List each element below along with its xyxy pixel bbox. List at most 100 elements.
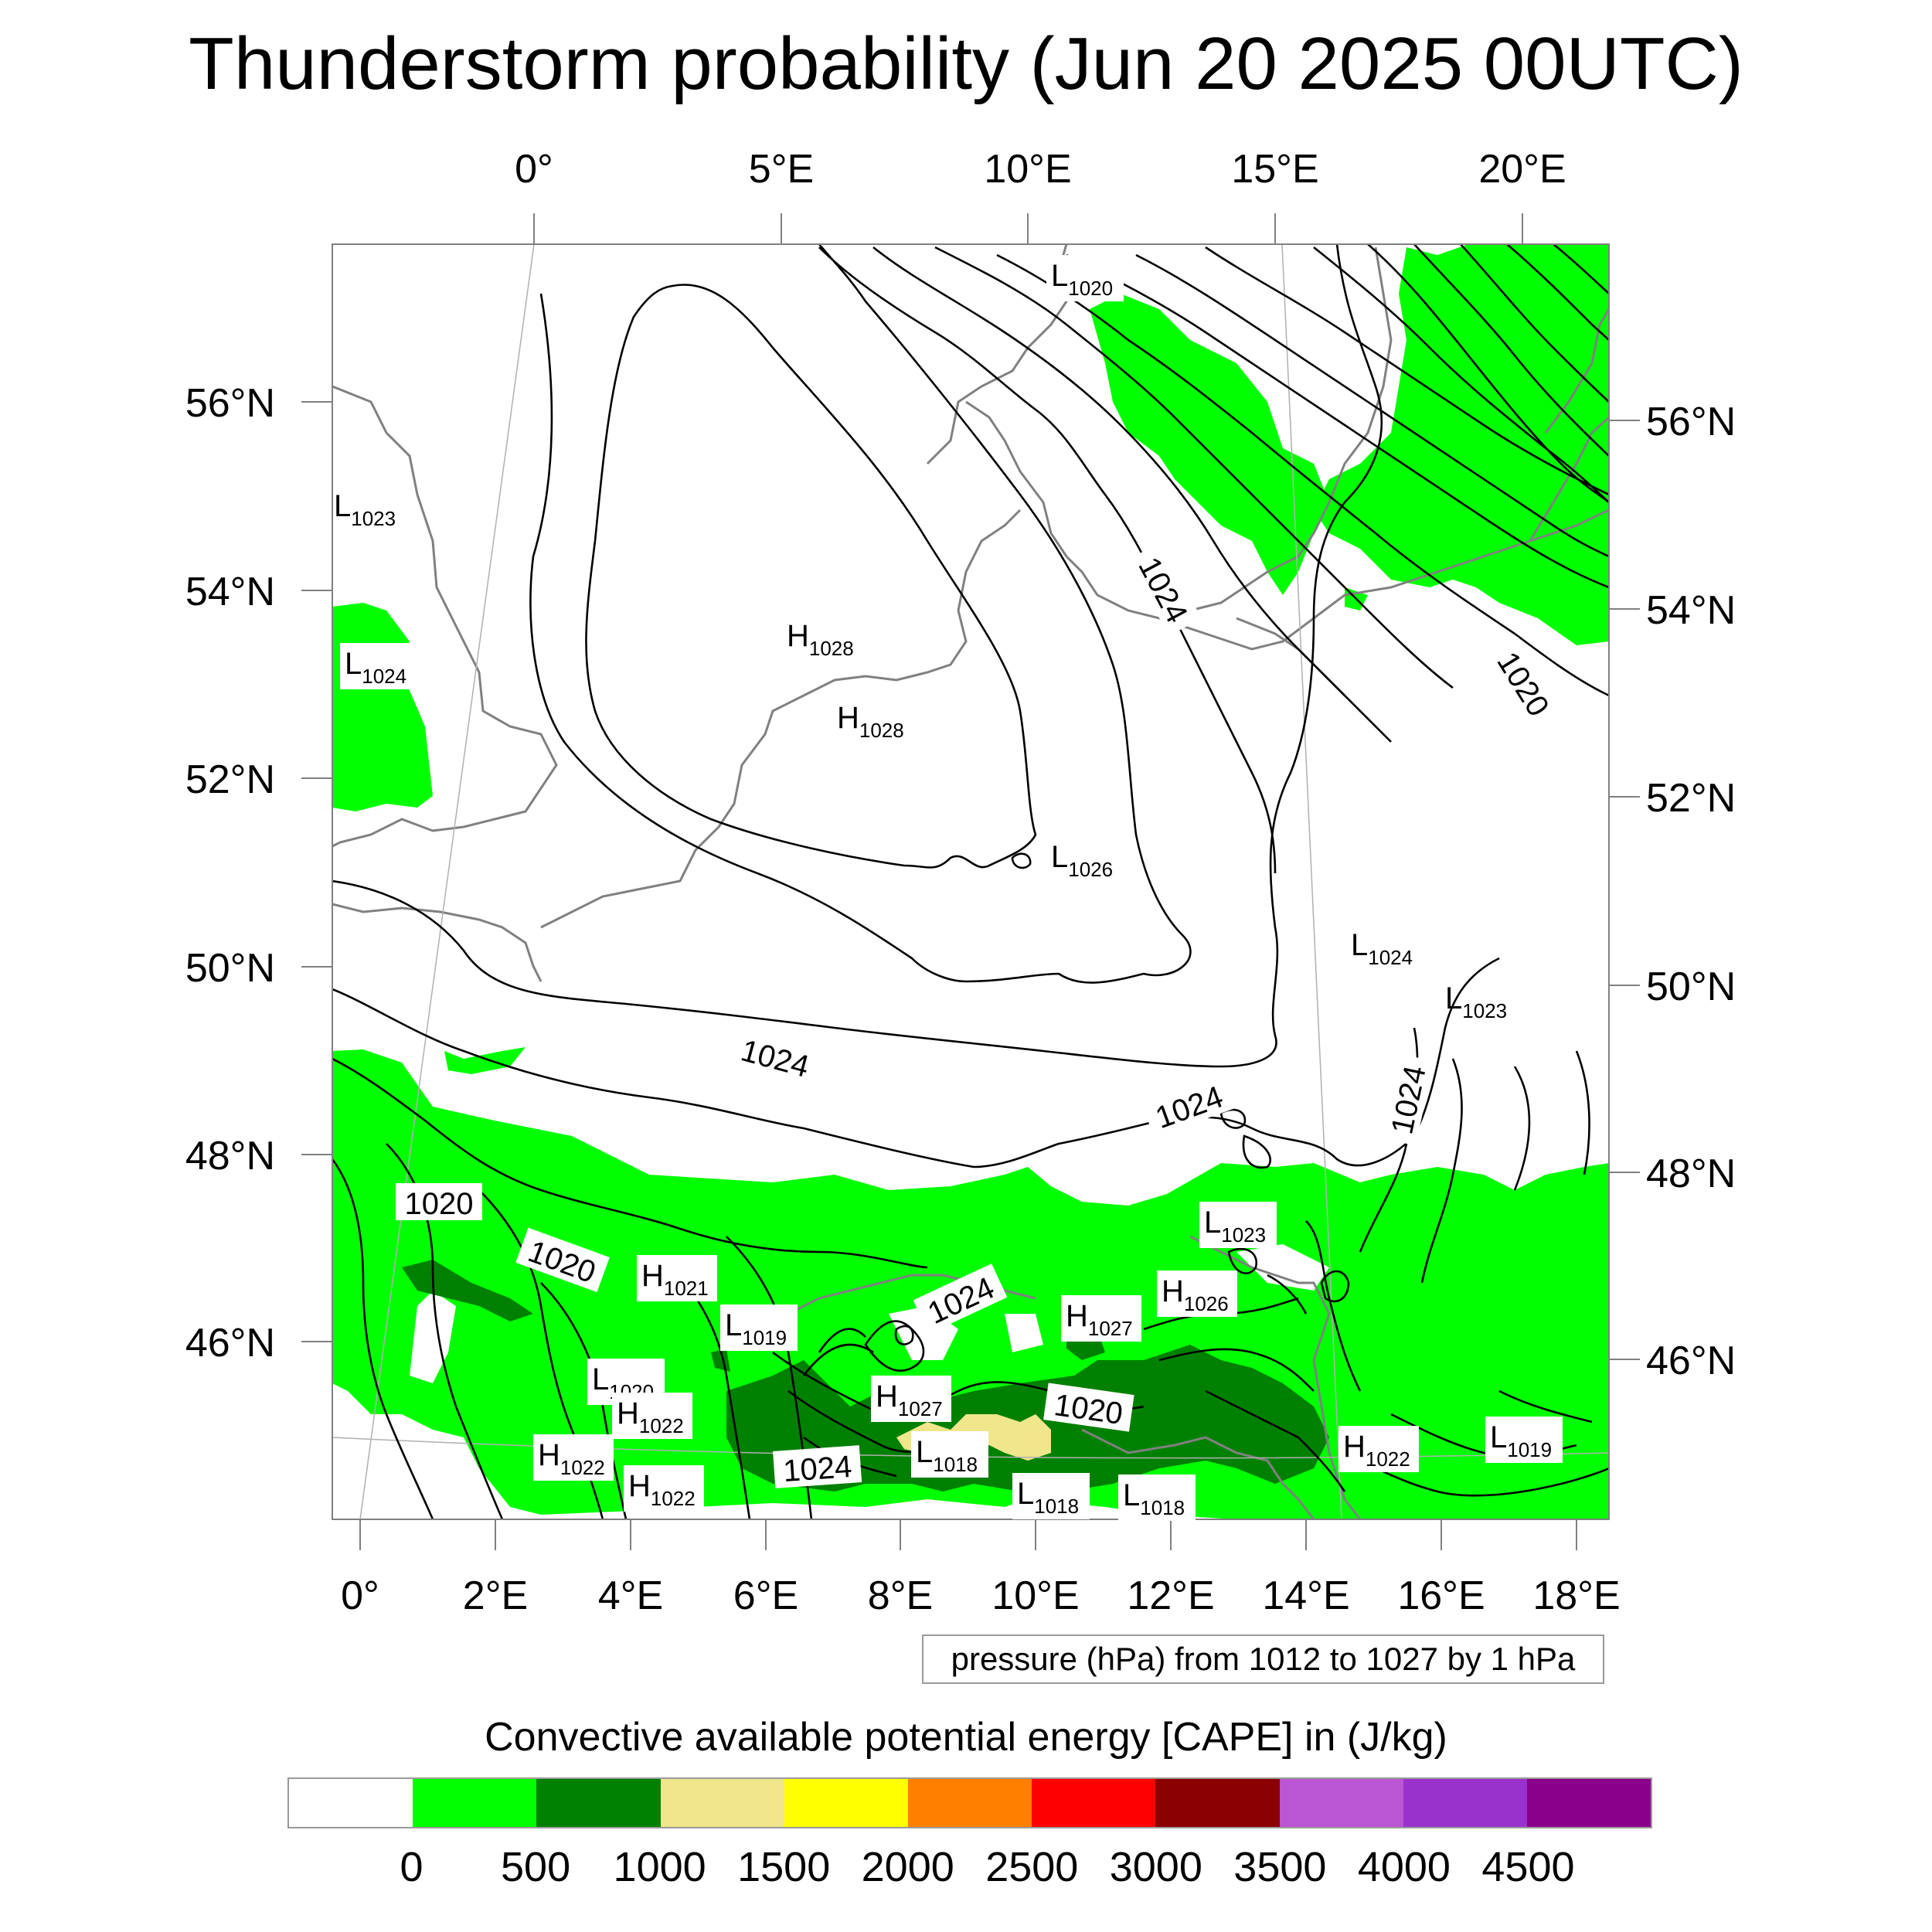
right-lat-label: 48°N [1646, 1151, 1736, 1196]
pressure-center-label: H1026 [1157, 1270, 1237, 1317]
bottom-lon-label: 8°E [868, 1573, 933, 1618]
colorbar-swatch [1403, 1779, 1527, 1827]
svg-text:L1018: L1018 [916, 1435, 978, 1476]
svg-text:H1026: H1026 [1162, 1274, 1229, 1315]
isobar-label: 1024 [773, 1445, 862, 1488]
bottom-lon-label: 12°E [1127, 1573, 1214, 1618]
colorbar-swatch [1279, 1779, 1403, 1827]
pressure-center-label: L1026 [1051, 840, 1113, 881]
bottom-lon-label: 16°E [1397, 1573, 1485, 1618]
pressure-center-label: H1021 [637, 1255, 717, 1301]
colorbar-tick-label: 4500 [1481, 1844, 1575, 1890]
top-lon-label: 20°E [1478, 147, 1566, 192]
svg-text:L1018: L1018 [1123, 1478, 1185, 1519]
colorbar-tick-label: 1000 [613, 1844, 706, 1890]
colorbar-swatch [1526, 1779, 1651, 1827]
pressure-center-label: H1022 [624, 1465, 704, 1512]
map-frame [332, 243, 1610, 1520]
svg-text:H1027: H1027 [876, 1379, 943, 1420]
isobar-label: 1020 [396, 1183, 482, 1221]
svg-text:1024: 1024 [737, 1033, 812, 1084]
colorbar-tick-label: 500 [501, 1844, 571, 1890]
right-lat-label: 50°N [1646, 964, 1736, 1009]
colorbar-tick-label: 0 [400, 1844, 423, 1890]
svg-text:L1026: L1026 [1051, 840, 1113, 881]
map-title: Thunderstorm probability (Jun 20 2025 00… [189, 22, 1743, 105]
pressure-center-label: L1018 [911, 1431, 988, 1478]
bottom-lon-label: 2°E [463, 1573, 528, 1618]
colorbar [287, 1777, 1652, 1828]
svg-text:H1027: H1027 [1066, 1299, 1133, 1340]
bottom-lon-label: 14°E [1262, 1573, 1349, 1618]
svg-text:L1018: L1018 [1017, 1477, 1079, 1518]
left-lat-label: 52°N [185, 757, 275, 802]
svg-text:1024: 1024 [782, 1450, 853, 1488]
right-lat-label: 54°N [1646, 588, 1736, 633]
isobar-label: 1024 [1379, 1053, 1434, 1146]
pressure-center-label: L1023 [1199, 1202, 1277, 1248]
colorbar-tick-label: 3500 [1233, 1844, 1327, 1890]
svg-text:L1019: L1019 [725, 1308, 787, 1349]
svg-text:H1022: H1022 [1343, 1430, 1410, 1471]
colorbar-swatch [1032, 1779, 1156, 1827]
colorbar-tick-label: 3000 [1109, 1844, 1202, 1890]
isobar-label: 1024 [1141, 1073, 1236, 1138]
pressure-center-label: L1019 [1485, 1417, 1563, 1463]
right-lat-label: 46°N [1646, 1338, 1736, 1383]
svg-text:L1024: L1024 [1351, 928, 1413, 969]
pressure-center-label: L1024 [1351, 928, 1413, 969]
tick-marks [301, 213, 1640, 1550]
pressure-center-label: H1022 [533, 1434, 614, 1481]
svg-text:L1024: L1024 [345, 647, 406, 688]
colorbar-swatch [413, 1779, 537, 1827]
pressure-center-label: L1018 [1012, 1473, 1090, 1519]
top-lon-label: 0° [515, 147, 553, 192]
top-lon-label: 5°E [749, 147, 814, 192]
svg-text:L1019: L1019 [1490, 1420, 1552, 1461]
colorbar-swatch [907, 1779, 1032, 1827]
pressure-center-label: L1023 [1445, 981, 1507, 1022]
svg-text:L1023: L1023 [1445, 981, 1507, 1022]
bottom-lon-label: 0° [341, 1573, 379, 1618]
colorbar-title: Convective available potential energy [C… [485, 1715, 1447, 1760]
colorbar-tick-label: 4000 [1357, 1844, 1451, 1890]
isobar-label: 1024 [729, 1027, 822, 1086]
colorbar-tick-label: 2000 [861, 1844, 954, 1890]
isobar-label: 1020 [1486, 636, 1564, 730]
right-lat-label: 52°N [1646, 776, 1736, 821]
svg-text:H1021: H1021 [641, 1259, 709, 1300]
colorbar-swatch [1155, 1779, 1280, 1827]
left-lat-label: 54°N [185, 570, 275, 614]
bottom-lon-label: 6°E [733, 1573, 798, 1618]
pressure-center-label: L1024 [340, 643, 420, 689]
left-lat-label: 50°N [185, 946, 275, 991]
left-lat-label: 48°N [185, 1134, 275, 1179]
pressure-center-label: H1022 [1338, 1426, 1419, 1472]
coastlines [332, 244, 1609, 1519]
svg-text:H1022: H1022 [628, 1469, 696, 1510]
bottom-lon-label: 10°E [992, 1573, 1079, 1618]
pressure-center-label: L1018 [1118, 1475, 1196, 1521]
colorbar-swatch [660, 1779, 784, 1827]
contour-legend-note: pressure (hPa) from 1012 to 1027 by 1 hP… [922, 1634, 1604, 1684]
svg-text:L1023: L1023 [1204, 1206, 1266, 1247]
pressure-center-label: H1027 [871, 1376, 951, 1422]
isobar-label: 1020 [1043, 1383, 1134, 1432]
pressure-center-label: H1022 [612, 1393, 692, 1439]
bottom-lon-label: 4°E [598, 1573, 663, 1618]
svg-text:H1028: H1028 [837, 701, 904, 742]
colorbar-ticks: 0 500 1000 1500 2000 2500 3000 3500 4000 4500 [0, 1843, 1932, 1897]
svg-text:H1022: H1022 [617, 1396, 684, 1437]
pressure-center-label: H1027 [1061, 1295, 1141, 1342]
top-lon-label: 10°E [984, 147, 1071, 192]
colorbar-swatch [289, 1779, 413, 1827]
top-lon-label: 15°E [1231, 147, 1318, 192]
svg-text:1020: 1020 [405, 1187, 474, 1221]
svg-text:L1020: L1020 [1051, 259, 1113, 300]
pressure-center-label: L1020 [1046, 255, 1124, 301]
pressure-center-label: H1028 [837, 701, 904, 742]
svg-text:H1022: H1022 [538, 1438, 605, 1479]
colorbar-swatch [536, 1779, 661, 1827]
svg-text:H1028: H1028 [787, 619, 854, 660]
left-lat-label: 46°N [185, 1321, 275, 1366]
